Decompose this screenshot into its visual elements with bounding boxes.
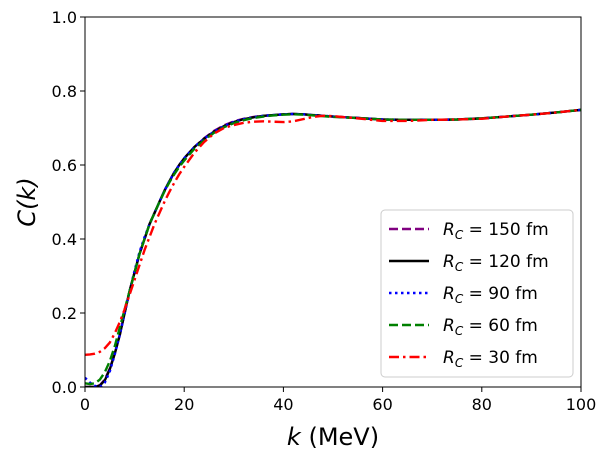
legend-label: RC = 90 fm: [443, 284, 538, 306]
legend-label-symbol: R: [443, 220, 455, 240]
x-axis-label-unit: (MeV): [301, 423, 379, 451]
x-axis-label-variable: k: [287, 423, 302, 451]
y-tick-label: 0.0: [52, 378, 77, 397]
legend-label-value: = 120 fm: [463, 252, 548, 272]
legend-label-symbol: R: [443, 284, 455, 304]
legend-label: RC = 120 fm: [443, 252, 549, 274]
legend-label-subscript: C: [455, 356, 464, 370]
x-tick-label: 80: [472, 395, 492, 414]
plot-frame: [84, 16, 582, 388]
x-axis-ticks: 0 20 40 60 80 100: [80, 387, 596, 414]
legend-label-value: = 150 fm: [463, 220, 548, 240]
legend-label-symbol: R: [443, 252, 455, 272]
legend-frame: [380, 209, 574, 378]
y-tick-label: 0.2: [52, 304, 77, 323]
legend-label-subscript: C: [455, 260, 464, 274]
x-tick-label: 40: [273, 395, 293, 414]
y-tick-label: 0.4: [52, 230, 77, 249]
legend-label: RC = 30 fm: [443, 348, 538, 370]
legend-label-value: = 90 fm: [463, 284, 538, 304]
legend-label-value: = 60 fm: [463, 316, 538, 336]
y-tick-label: 0.8: [52, 82, 77, 101]
series-line-2: [85, 108, 581, 387]
x-tick-label: 100: [566, 395, 597, 414]
y-axis-label: C(k): [13, 177, 41, 226]
x-tick-label: 20: [174, 395, 194, 414]
legend-label-symbol: R: [443, 348, 455, 368]
legend-label-value: = 30 fm: [463, 348, 538, 368]
legend-label-subscript: C: [455, 324, 464, 338]
legend-label: RC = 60 fm: [443, 316, 538, 338]
y-tick-label: 1.0: [52, 8, 77, 27]
y-tick-label: 0.6: [52, 156, 77, 175]
legend-label-symbol: R: [443, 316, 455, 336]
x-tick-label: 60: [372, 395, 392, 414]
series-group: [85, 108, 581, 387]
legend-label-subscript: C: [455, 228, 464, 242]
x-axis-label: k (MeV): [287, 423, 379, 451]
x-tick-label: 0: [80, 395, 90, 414]
y-axis-ticks: 0.0 0.2 0.4 0.6 0.8 1.0: [52, 8, 85, 397]
legend-label: RC = 150 fm: [443, 220, 549, 242]
legend-label-subscript: C: [455, 292, 464, 306]
